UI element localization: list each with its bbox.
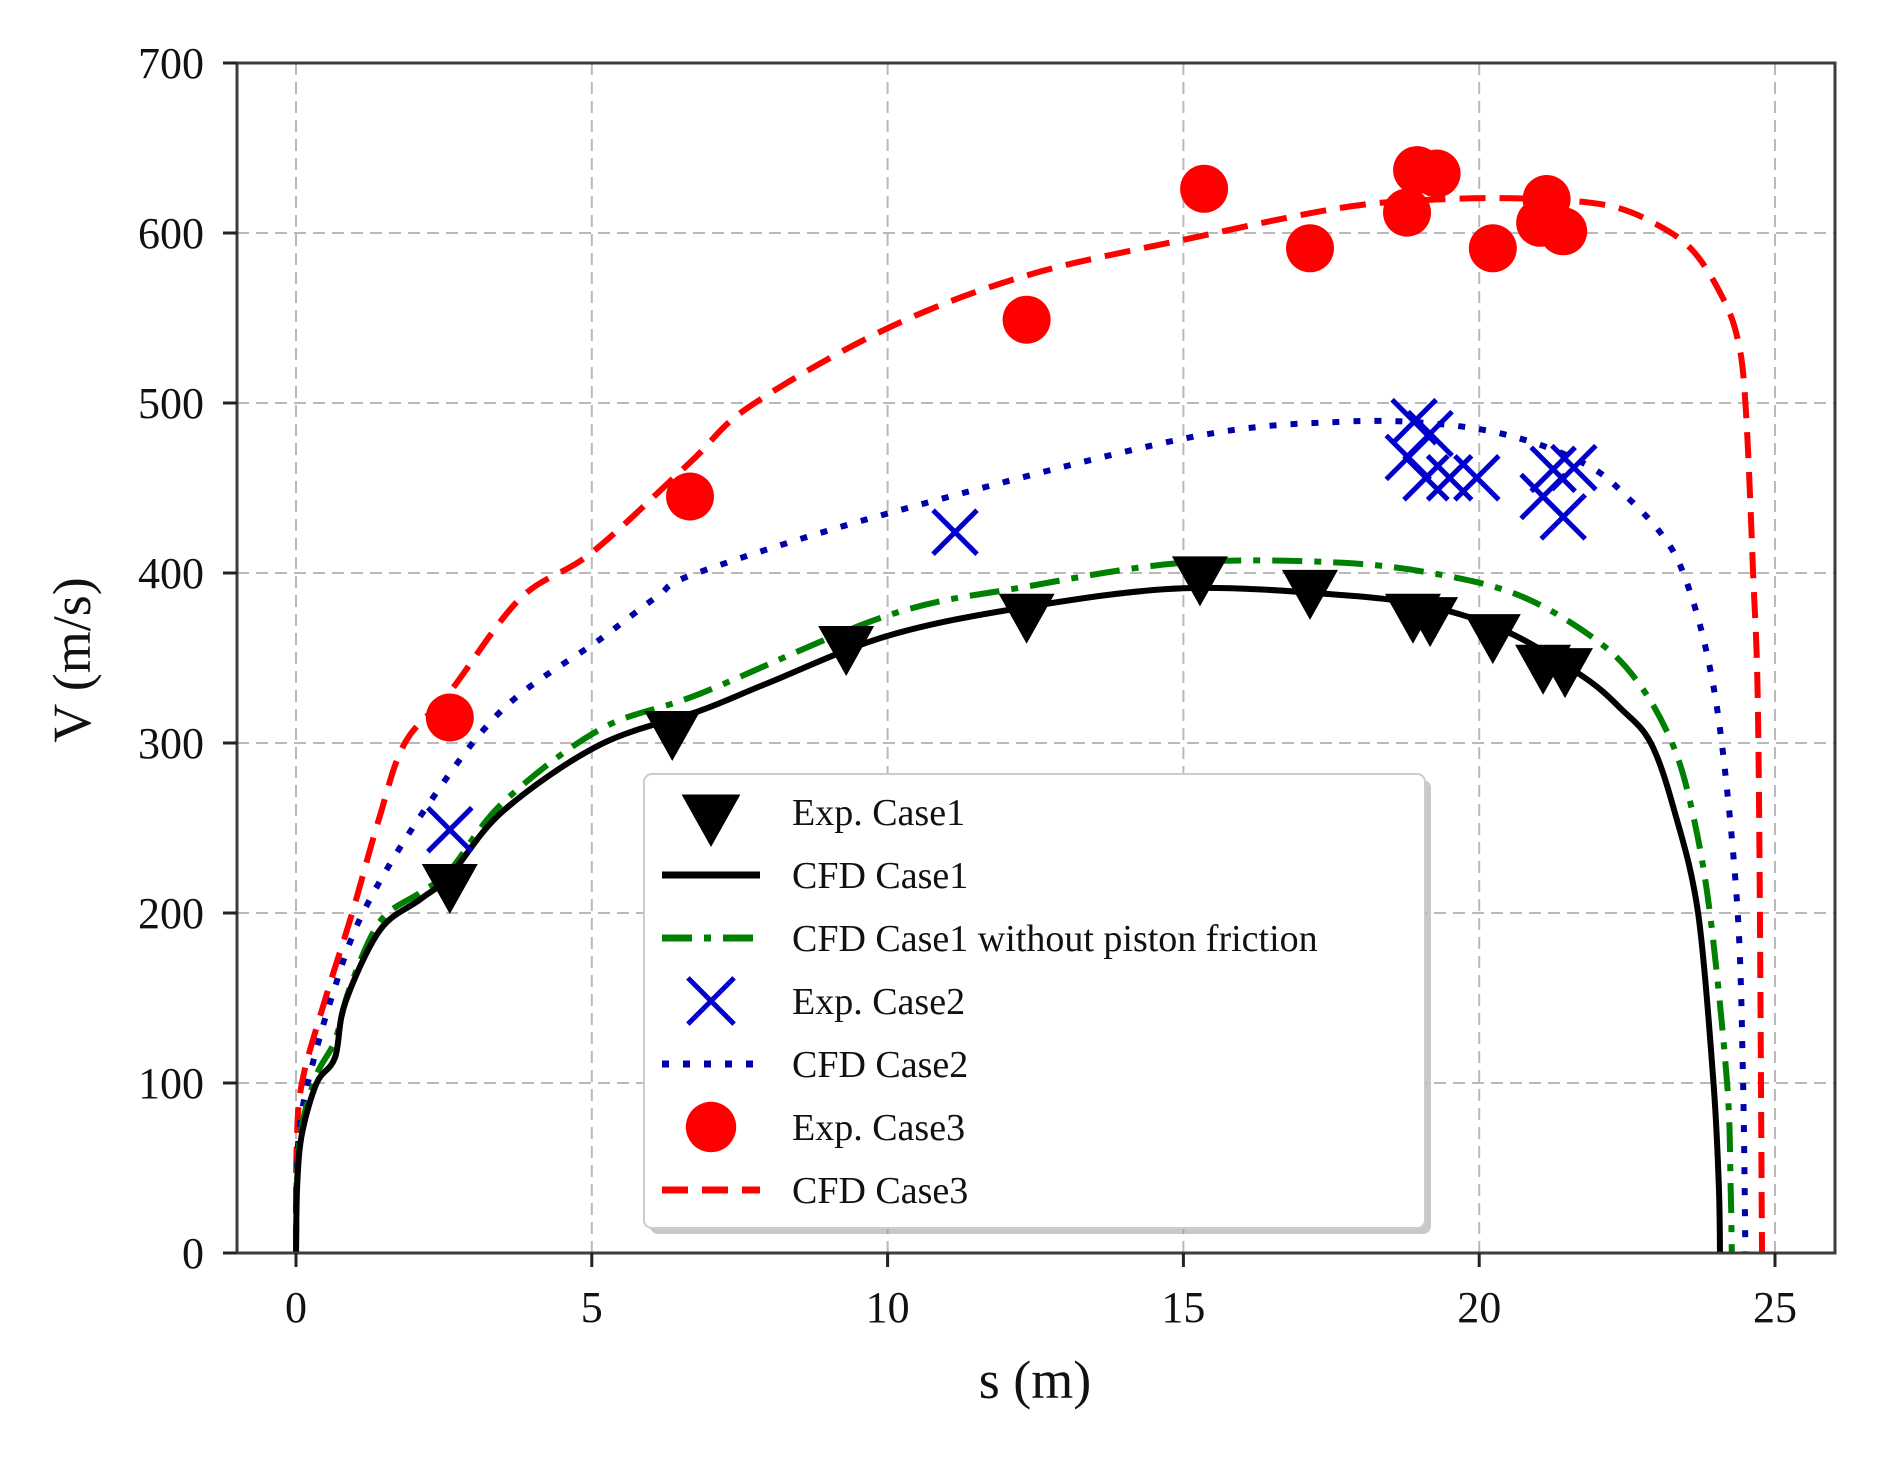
x-marker-icon — [931, 508, 979, 556]
legend: Exp. Case1 CFD Case1 CFD Case1 without pis… — [643, 773, 1431, 1234]
circle-marker-icon — [1468, 224, 1517, 273]
axis-ticks — [223, 61, 1777, 1267]
x-marker-icon — [1453, 454, 1501, 502]
y-axis-label: V (m/s) — [42, 577, 102, 743]
triangle-down-marker-icon — [1282, 569, 1339, 620]
circle-marker-icon — [685, 1101, 737, 1153]
series-line-cfd-case2 — [293, 417, 1749, 1253]
circle-marker-icon — [666, 472, 715, 521]
series-line-cfd-case1 — [293, 584, 1723, 1253]
circle-marker-icon — [1539, 207, 1588, 256]
y-tick-label: 700 — [138, 39, 204, 88]
x-marker-icon — [1529, 445, 1577, 494]
x-tick-label: 20 — [1457, 1283, 1501, 1332]
triangle-down-marker-icon — [818, 626, 875, 677]
legend-item: Exp. Case1 — [681, 792, 965, 847]
legend-item: CFD Case3 — [662, 1170, 968, 1212]
triangle-down-marker-icon — [1402, 597, 1459, 648]
y-tick-label: 200 — [138, 889, 204, 938]
x-tick-label: 15 — [1161, 1283, 1205, 1332]
legend-label: CFD Case1 — [792, 855, 968, 897]
legend-label: CFD Case3 — [792, 1170, 968, 1212]
circle-marker-icon — [1286, 224, 1335, 273]
legend-item: CFD Case2 — [662, 1044, 968, 1086]
y-tick-label: 300 — [138, 719, 204, 768]
axis-tick-labels: 0 5 10 15 20 25 0 100 200 300 400 500 600 700 — [138, 39, 1797, 1332]
legend-item: CFD Case1 — [662, 855, 968, 897]
x-marker-icon — [426, 805, 474, 854]
y-tick-label: 0 — [182, 1229, 204, 1278]
triangle-down-marker-icon — [998, 593, 1055, 644]
triangle-down-marker-icon — [421, 864, 478, 915]
x-marker-icon — [1539, 493, 1587, 541]
legend-label: Exp. Case3 — [792, 1107, 965, 1149]
legend-label: CFD Case2 — [792, 1044, 968, 1086]
x-tick-label: 0 — [285, 1283, 307, 1332]
circle-marker-icon — [1180, 164, 1229, 213]
triangle-down-marker-icon — [1464, 614, 1521, 665]
triangle-down-marker-icon — [1171, 556, 1228, 607]
circle-marker-icon — [1002, 295, 1051, 344]
plot-frame — [235, 61, 1837, 1255]
legend-label: CFD Case1 without piston friction — [792, 918, 1318, 960]
legend-item: Exp. Case3 — [685, 1101, 965, 1153]
circle-marker-icon — [1412, 149, 1461, 198]
circle-marker-icon — [1383, 188, 1432, 237]
y-tick-label: 400 — [138, 549, 204, 598]
legend-item: Exp. Case2 — [686, 976, 965, 1026]
y-tick-label: 500 — [138, 379, 204, 428]
triangle-down-marker-icon — [1536, 648, 1593, 699]
x-marker-icon — [1402, 454, 1450, 502]
circle-marker-icon — [425, 693, 474, 742]
x-tick-label: 5 — [581, 1283, 603, 1332]
y-tick-label: 600 — [138, 209, 204, 258]
legend-label: Exp. Case2 — [792, 981, 965, 1023]
legend-label: Exp. Case1 — [792, 792, 965, 834]
x-axis-label: s (m) — [979, 1350, 1091, 1410]
x-marker-icon — [686, 976, 736, 1026]
series-lines — [292, 195, 1765, 1253]
y-tick-label: 100 — [138, 1059, 204, 1108]
series-markers — [421, 146, 1598, 915]
triangle-down-marker-icon — [681, 794, 741, 847]
legend-box — [643, 773, 1426, 1229]
x-tick-label: 25 — [1753, 1283, 1797, 1332]
series-line-cfd-case3 — [292, 195, 1765, 1253]
x-tick-label: 10 — [866, 1283, 910, 1332]
triangle-down-marker-icon — [644, 711, 701, 762]
legend-item: CFD Case1 without piston friction — [662, 918, 1318, 960]
